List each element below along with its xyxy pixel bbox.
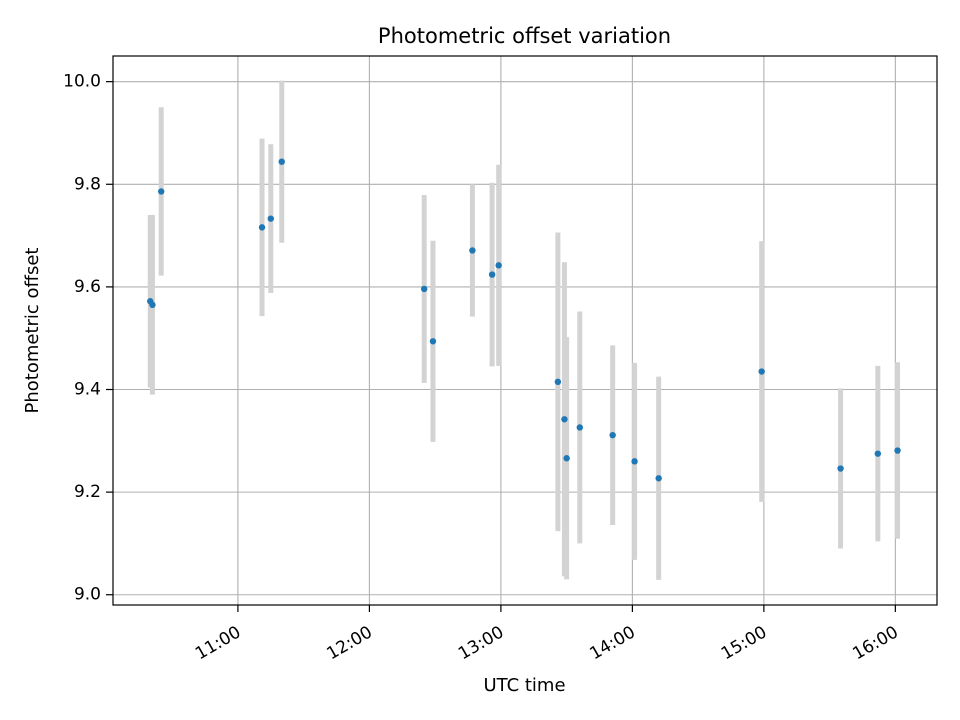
chart-title: Photometric offset variation [378,24,671,48]
data-point [874,450,882,457]
data-point [149,301,156,309]
x-axis-label: UTC time [483,675,565,696]
data-point [488,271,496,278]
data-point [894,447,901,454]
data-point [609,431,616,439]
y-tick-label: 10.0 [63,72,101,92]
data-point [495,262,502,269]
data-point [158,188,165,195]
data-point [576,424,583,431]
data-point [554,378,562,386]
y-tick-label: 9.6 [74,277,101,297]
data-point [420,285,428,293]
y-tick-label: 9.8 [74,174,101,194]
y-tick-label: 9.2 [74,482,101,502]
y-axis-label: Photometric offset [22,248,43,414]
data-point [267,215,274,222]
plot-area-frame [112,55,938,606]
data-point [258,224,266,231]
data-points [147,158,901,482]
data-point [563,455,570,462]
data-point [758,368,765,375]
data-point [561,416,568,423]
y-axis-ticks: 9.0 9.2 9.4 9.6 9.8 10.0 [63,72,113,605]
data-point [278,158,285,165]
data-point [429,338,437,345]
y-tick-label: 9.4 [74,380,101,400]
data-point [655,475,662,482]
y-tick-label: 9.0 [74,585,101,605]
data-point [837,465,844,472]
data-point [631,458,638,465]
data-point [469,247,476,254]
